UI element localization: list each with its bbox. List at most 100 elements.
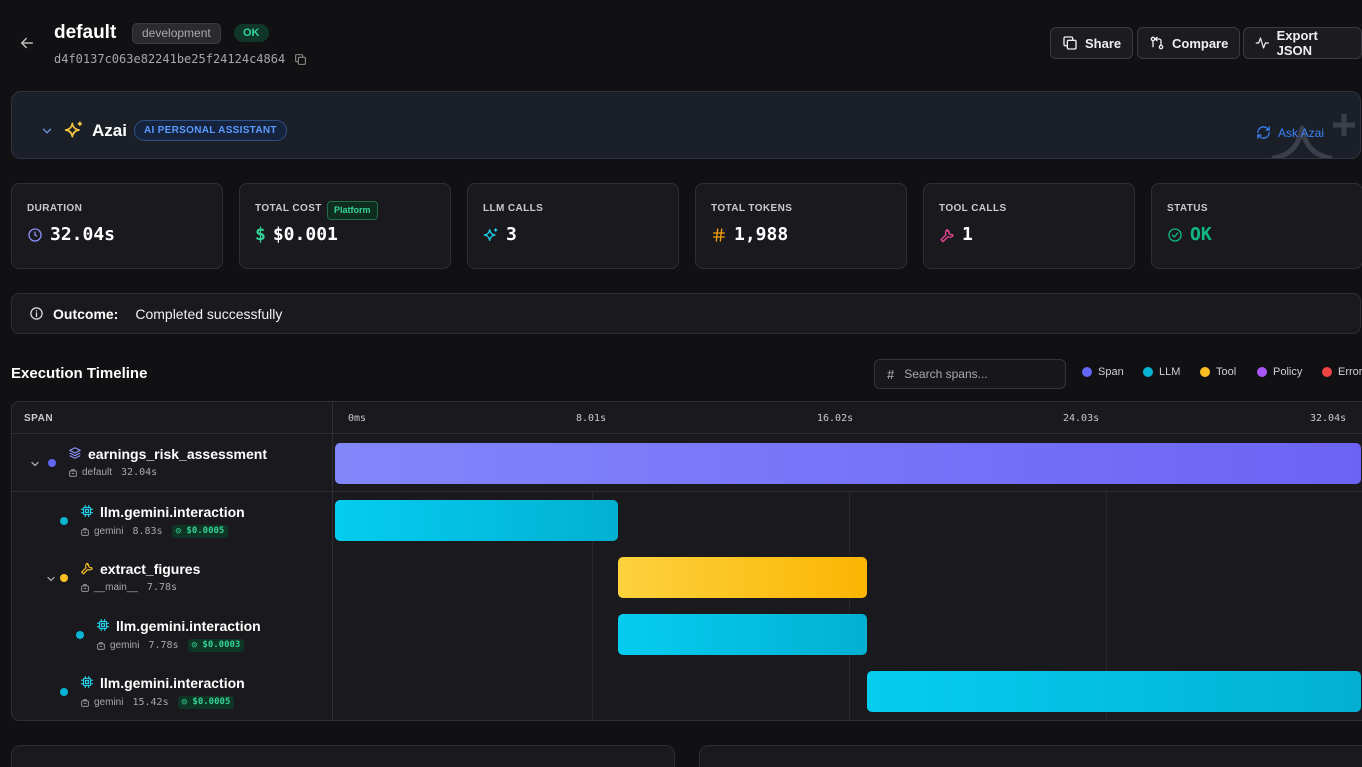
ask-azai-label: Ask Azai xyxy=(1278,125,1325,140)
sparkle-watermark-icon xyxy=(1271,114,1355,158)
outcome-label: Outcome: xyxy=(53,305,119,322)
timeline-bar-llm[interactable] xyxy=(335,500,618,541)
timeline-row[interactable]: llm.gemini.interaction gemini 8.83s ◎ $0.00… xyxy=(12,492,1362,549)
span-duration: 15.42s xyxy=(132,697,169,708)
environment-badge: development xyxy=(132,23,221,44)
cpu-icon xyxy=(96,618,110,632)
time-gridline xyxy=(849,492,850,720)
package-icon xyxy=(80,583,90,593)
legend-label: Error xyxy=(1338,366,1362,378)
legend-item-error: Error xyxy=(1322,366,1362,378)
timeline-row[interactable]: earnings_risk_assessment default 32.04s xyxy=(12,434,1362,492)
ask-azai-button[interactable]: Ask Azai xyxy=(1256,125,1324,140)
refresh-icon xyxy=(1257,126,1270,139)
bottom-panel-left xyxy=(11,745,675,767)
time-tick-label: 32.04s xyxy=(1310,413,1347,424)
info-icon xyxy=(30,307,43,320)
timeline-row[interactable]: llm.gemini.interaction gemini 7.78s ◎ $0.00… xyxy=(12,606,1362,663)
legend-dot xyxy=(1322,367,1332,377)
page-title: default xyxy=(54,22,117,43)
status-card: STATUS OK xyxy=(1151,183,1362,269)
trace-id: d4f0137c063e82241be25f24124c4864 xyxy=(54,52,286,66)
span-meta: gemini 8.83s ◎ $0.0005 xyxy=(80,525,229,538)
status-badge: OK xyxy=(234,24,269,42)
span-meta: gemini 7.78s ◎ $0.0003 xyxy=(96,639,245,652)
span-owner: default xyxy=(82,467,113,478)
dollar-icon: $ xyxy=(255,224,266,245)
share-icon xyxy=(1063,36,1077,50)
timeline-row[interactable]: extract_figures __main__ 7.78s xyxy=(12,549,1362,606)
span-meta: __main__ 7.78s xyxy=(80,582,177,593)
span-search-box[interactable]: # xyxy=(874,359,1066,389)
span-owner: __main__ xyxy=(94,582,138,593)
tool-calls-value: 1 xyxy=(962,224,973,245)
llm-calls-label: LLM CALLS xyxy=(483,203,544,214)
time-tick-label: 0ms xyxy=(348,413,367,424)
chevron-down-icon[interactable] xyxy=(29,457,41,469)
package-icon xyxy=(80,527,90,537)
span-owner: gemini xyxy=(94,526,124,537)
span-duration: 7.78s xyxy=(146,582,178,593)
compare-label: Compare xyxy=(1172,35,1229,51)
total-tokens-card: TOTAL TOKENS 1,988 xyxy=(695,183,907,269)
share-label: Share xyxy=(1085,35,1122,51)
legend-item-policy: Policy xyxy=(1257,366,1302,378)
total-tokens-value: 1,988 xyxy=(734,224,789,245)
outcome-bar: Outcome: Completed successfully xyxy=(11,293,1361,334)
activity-icon xyxy=(1255,37,1270,49)
cpu-icon xyxy=(80,504,94,518)
span-type-dot xyxy=(60,574,68,582)
timeline-title: Execution Timeline xyxy=(11,365,148,382)
span-cost-badge: ◎ $0.0005 xyxy=(171,525,229,538)
copy-icon[interactable] xyxy=(294,53,307,66)
chevron-down-icon[interactable] xyxy=(45,572,57,584)
timeline-bar-llm[interactable] xyxy=(617,614,867,655)
legend-label: Span xyxy=(1098,366,1124,378)
chevron-down-icon[interactable] xyxy=(40,124,54,138)
total-cost-label: TOTAL COST xyxy=(255,203,322,214)
timeline-bar-tool[interactable] xyxy=(617,557,867,598)
total-tokens-label: TOTAL TOKENS xyxy=(711,203,793,214)
back-arrow-icon[interactable] xyxy=(18,34,36,52)
span-cost-badge: ◎ $0.0005 xyxy=(177,696,235,709)
legend-dot xyxy=(1257,367,1267,377)
outcome-value: Completed successfully xyxy=(135,305,283,322)
timeline-bar-span[interactable] xyxy=(335,443,1361,484)
duration-value: 32.04s xyxy=(50,224,116,245)
llm-calls-card: LLM CALLS 3 xyxy=(467,183,679,269)
bottom-panel-right xyxy=(699,745,1362,767)
row-separator xyxy=(12,491,1362,492)
legend-item-llm: LLM xyxy=(1143,366,1180,378)
wrench-icon xyxy=(80,561,94,575)
span-meta: default 32.04s xyxy=(68,467,157,478)
status-value: OK xyxy=(1190,224,1212,245)
status-label: STATUS xyxy=(1167,203,1208,214)
package-icon xyxy=(68,468,78,478)
span-cost-badge: ◎ $0.0003 xyxy=(187,639,245,652)
tool-calls-card: TOOL CALLS 1 xyxy=(923,183,1135,269)
span-owner: gemini xyxy=(94,697,124,708)
export-json-button[interactable]: Export JSON xyxy=(1243,27,1362,59)
timeline-bar-llm[interactable] xyxy=(867,671,1361,712)
legend-item-span: Span xyxy=(1082,366,1124,378)
assistant-panel: Azai AI PERSONAL ASSISTANT Ask Azai xyxy=(11,91,1361,159)
legend-item-tool: Tool xyxy=(1200,366,1236,378)
layers-icon xyxy=(68,446,82,460)
span-column-header: SPAN xyxy=(24,413,54,424)
span-name: extract_figures xyxy=(100,561,201,577)
span-owner: gemini xyxy=(110,640,140,651)
time-tick-label: 24.03s xyxy=(1063,413,1100,424)
package-icon xyxy=(80,698,90,708)
legend-label: Policy xyxy=(1273,366,1303,378)
time-tick-label: 8.01s xyxy=(576,413,607,424)
span-search-input[interactable] xyxy=(904,367,1055,381)
share-button[interactable]: Share xyxy=(1050,27,1134,59)
timeline-table: SPAN 0ms 8.01s 16.02s 24.03s 32.04s earnings_… xyxy=(11,401,1362,721)
timeline-row[interactable]: llm.gemini.interaction gemini 15.42s ◎ $0.0… xyxy=(12,663,1362,720)
compare-button[interactable]: Compare xyxy=(1137,27,1241,59)
span-type-dot xyxy=(48,459,56,467)
span-duration: 32.04s xyxy=(121,467,158,478)
column-divider xyxy=(332,402,333,720)
span-name: llm.gemini.interaction xyxy=(100,675,245,691)
assistant-name: Azai xyxy=(92,121,127,140)
